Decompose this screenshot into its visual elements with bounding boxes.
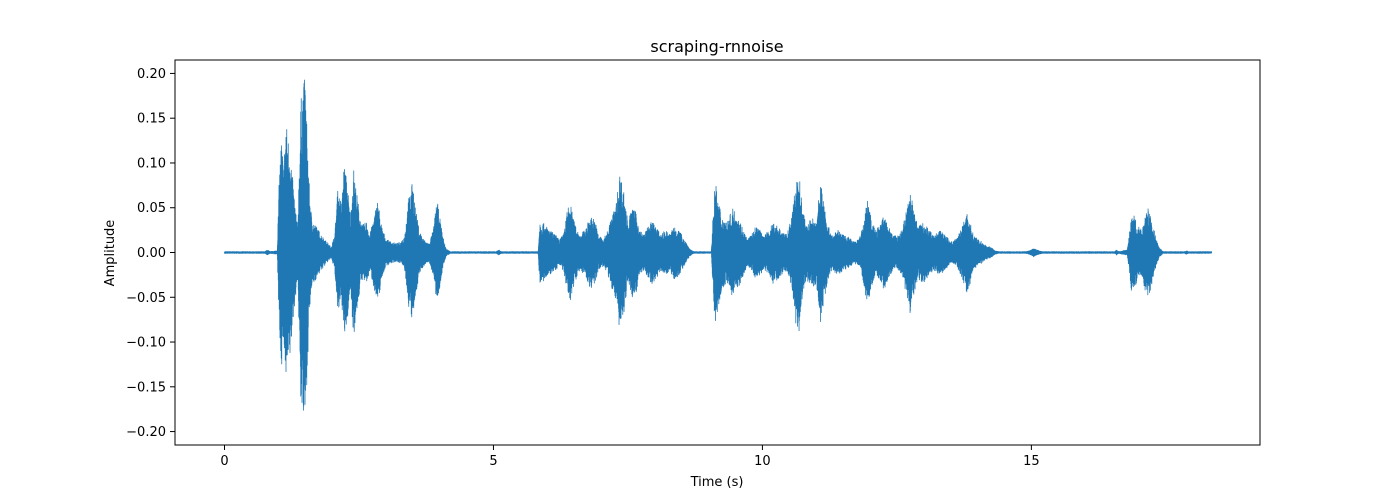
y-tick-label: 0.00 [137,246,166,261]
waveform-series-line [224,79,1212,411]
x-tick-label: 10 [754,454,771,469]
chart-title: scraping-rnnoise [650,37,783,56]
plot-frame [174,59,1261,446]
plot-area [224,79,1212,411]
y-tick-label: 0.10 [137,156,166,171]
y-tick-label: −0.05 [126,291,166,306]
y-tick-label: 0.05 [137,201,166,216]
x-tick-label: 15 [1023,454,1040,469]
y-axis-ticks: −0.20 −0.15 −0.10 −0.05 0.00 0.05 0.10 0.15 0.20 [126,67,175,440]
y-tick-label: −0.20 [126,425,166,440]
x-axis-ticks: 0 5 10 15 [220,445,1040,469]
x-axis-label: Time (s) [690,475,744,490]
x-tick-label: 5 [489,454,497,469]
y-tick-label: −0.10 [126,336,166,351]
y-axis-label: Amplitude [103,220,118,287]
y-tick-label: 0.20 [137,67,166,82]
y-tick-label: −0.15 [126,380,166,395]
y-tick-label: 0.15 [137,112,166,127]
x-tick-label: 0 [220,454,228,469]
